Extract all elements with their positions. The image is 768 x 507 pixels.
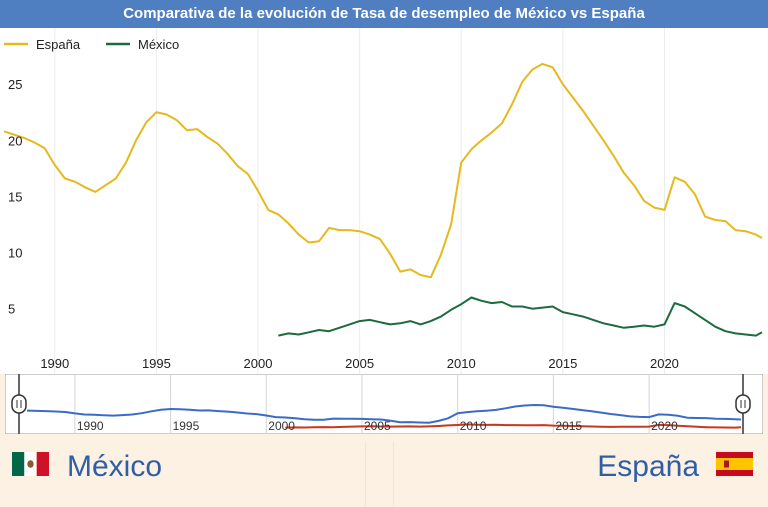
spain-flag-icon: [716, 452, 753, 476]
legend-label-mexico: México: [138, 37, 179, 52]
series-line-spain: [3, 62, 763, 279]
series-line-mexico: [278, 296, 763, 337]
country-name-spain: España: [597, 450, 699, 483]
navigator-line-spain: [26, 403, 742, 424]
navigator-tick-label-1990: 1990: [77, 419, 104, 433]
navigator-line-mexico: [285, 423, 742, 429]
navigator-handle-right-grip[interactable]: [735, 394, 751, 414]
navigator-lines: [26, 403, 742, 429]
navigator-tick-label-2000: 2000: [268, 419, 295, 433]
navigator-handle-right[interactable]: [735, 374, 751, 434]
x-tick-label-2010: 2010: [447, 356, 476, 371]
x-tick-label-2020: 2020: [650, 356, 679, 371]
y-tick-label-10: 10: [8, 246, 22, 261]
x-tick-label-1995: 1995: [142, 356, 171, 371]
y-tick-label-20: 20: [8, 133, 22, 148]
navigator-handle-left-grip[interactable]: [11, 394, 27, 414]
y-axis-ticks: 5 10 15 20 25: [8, 77, 22, 317]
x-axis-ticks: 1990 1995 2000 2005 2010 2015 2020: [40, 356, 679, 371]
y-tick-label-25: 25: [8, 77, 22, 92]
y-tick-label-15: 15: [8, 189, 22, 204]
x-tick-label-2005: 2005: [345, 356, 374, 371]
country-card-mexico[interactable]: México: [0, 442, 366, 507]
navigator-tick-label-2005: 2005: [364, 419, 391, 433]
navigator-tick-label-2020: 2020: [651, 419, 678, 433]
chart-title: Comparativa de la evolución de Tasa de d…: [0, 0, 768, 28]
mexico-flag-icon: [12, 452, 49, 476]
legend: España México: [4, 37, 179, 52]
y-tick-label-5: 5: [8, 302, 15, 317]
navigator-ticks: 1990 1995 2000 2005 2010 2015 2020: [77, 419, 678, 433]
main-chart: 5 10 15 20 25 1990 1995 2000 2005 2010 2015 2020 E…: [0, 28, 768, 374]
navigator-handle-left[interactable]: [11, 374, 27, 434]
legend-item-mexico[interactable]: México: [106, 37, 179, 52]
range-navigator[interactable]: 1990 1995 2000 2005 2010 2015 2020: [5, 374, 763, 434]
x-tick-label-2015: 2015: [548, 356, 577, 371]
navigator-tick-label-1995: 1995: [173, 419, 200, 433]
navigator-tick-label-2010: 2010: [460, 419, 487, 433]
navigator-frame: [5, 374, 763, 434]
navigator-tick-label-2015: 2015: [555, 419, 582, 433]
legend-label-spain: España: [36, 37, 81, 52]
country-card-spain[interactable]: España: [393, 442, 768, 507]
legend-item-spain[interactable]: España: [4, 37, 81, 52]
series-lines: [3, 62, 763, 337]
navigator-grid: [74, 374, 650, 434]
x-tick-label-2000: 2000: [244, 356, 273, 371]
x-tick-label-1990: 1990: [40, 356, 69, 371]
country-name-mexico: México: [67, 450, 163, 483]
